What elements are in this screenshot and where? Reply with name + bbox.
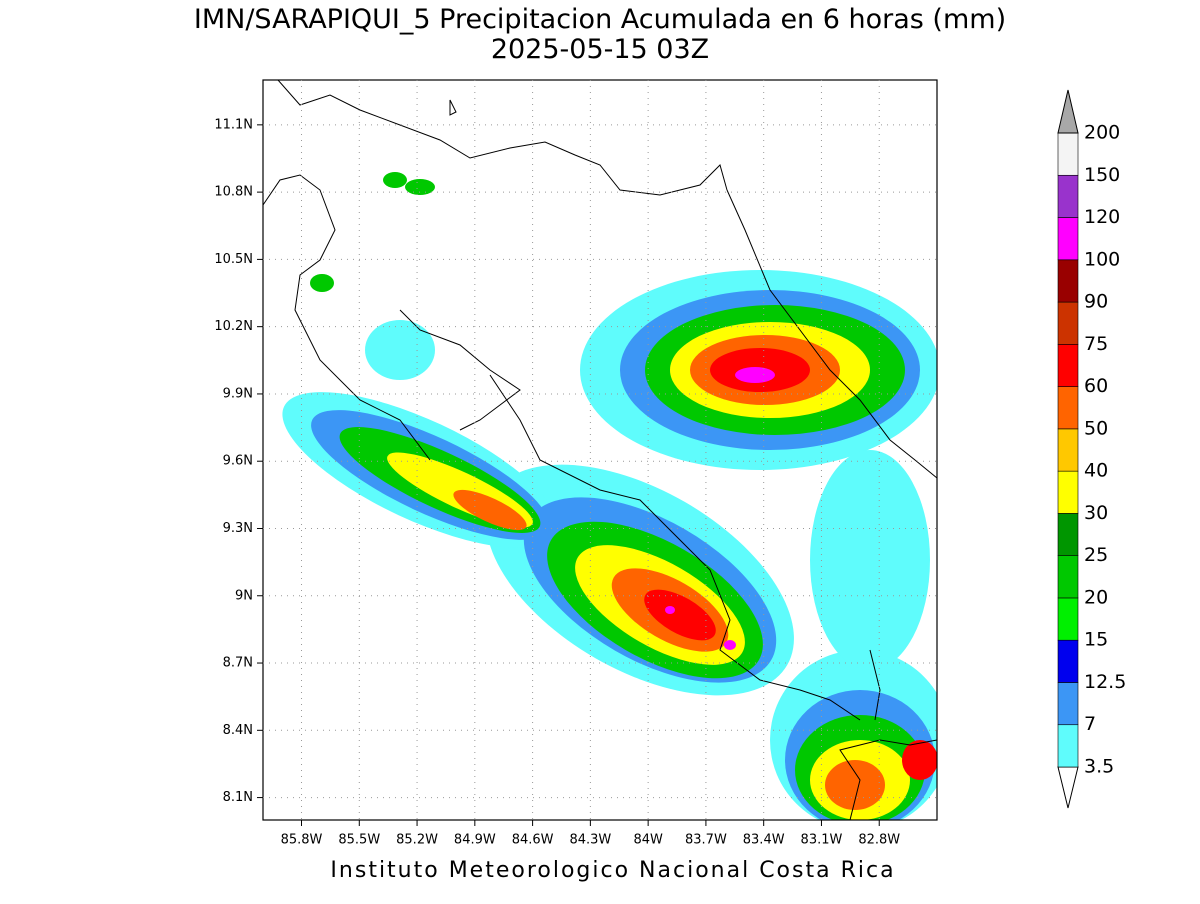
colorbar-label: 60 [1084, 375, 1108, 397]
colorbar-segment [1057, 386, 1079, 430]
colorbar-label: 15 [1084, 629, 1108, 651]
y-tick-label: 8.4N [223, 723, 253, 738]
x-tick-label: 84.3W [569, 833, 611, 848]
precipitation-field [263, 80, 937, 820]
colorbar-label: 90 [1084, 291, 1108, 313]
y-tick-label: 9N [235, 588, 253, 603]
colorbar-segment [1057, 259, 1079, 303]
colorbar-label: 100 [1084, 248, 1120, 270]
x-tick-label: 84W [633, 833, 663, 848]
y-tick-label: 8.7N [223, 656, 253, 671]
colorbar-segment [1057, 597, 1079, 641]
x-tick-label: 83.7W [685, 833, 727, 848]
colorbar-label: 30 [1084, 502, 1108, 524]
colorbar-label: 7 [1084, 713, 1096, 735]
colorbar-label: 20 [1084, 586, 1108, 608]
x-tick-label: 85.8W [281, 833, 323, 848]
x-tick-label: 83.1W [801, 833, 843, 848]
y-tick-label: 9.6N [223, 454, 253, 469]
map-footer: Instituto Meteorologico Nacional Costa R… [330, 858, 895, 883]
colorbar-label: 3.5 [1084, 756, 1114, 778]
x-tick-label: 84.6W [512, 833, 554, 848]
x-tick-label: 83.4W [743, 833, 785, 848]
colorbar-segment [1057, 555, 1079, 599]
x-tick-label: 82.8W [858, 833, 900, 848]
colorbar-segment [1057, 217, 1079, 261]
colorbar-segment [1057, 344, 1079, 387]
colorbar-label: 200 [1084, 122, 1120, 144]
colorbar-segment [1057, 682, 1079, 726]
colorbar-extend-high [1057, 89, 1079, 134]
colorbar-label: 50 [1084, 417, 1108, 439]
colorbar-segment [1057, 301, 1079, 345]
precip-red [644, 348, 937, 780]
colorbar-segment [1057, 132, 1079, 176]
colorbar-segment [1057, 513, 1079, 556]
colorbar-label: 150 [1084, 164, 1120, 186]
coastline [263, 80, 937, 820]
colorbar-segment [1057, 470, 1079, 514]
colorbar-extend-low [1057, 766, 1079, 809]
colorbar-label: 25 [1084, 544, 1108, 566]
x-tick-label: 85.5W [338, 833, 380, 848]
colorbar-segment [1057, 174, 1079, 218]
y-tick-label: 10.5N [214, 252, 253, 267]
map-frame [262, 79, 938, 821]
colorbar-label: 12.5 [1084, 671, 1126, 693]
y-tick-label: 11.1N [214, 117, 253, 132]
y-tick-label: 9.9N [223, 386, 253, 401]
x-tick-label: 85.2W [396, 833, 438, 848]
y-tick-label: 9.3N [223, 521, 253, 536]
colorbar-label: 40 [1084, 460, 1108, 482]
y-tick-label: 8.1N [223, 790, 253, 805]
map-title: IMN/SARAPIQUI_5 Precipitacion Acumulada … [194, 4, 1006, 35]
y-tick-label: 10.8N [214, 185, 253, 200]
colorbar-label: 120 [1084, 206, 1120, 228]
colorbar-segment [1057, 639, 1079, 683]
x-tick-label: 84.9W [454, 833, 496, 848]
colorbar-label: 75 [1084, 333, 1108, 355]
precip-max [665, 367, 775, 650]
colorbar-segment [1057, 428, 1079, 472]
map-subtitle: 2025-05-15 03Z [491, 34, 709, 65]
y-tick-label: 10.2N [214, 319, 253, 334]
colorbar-segment [1057, 724, 1079, 768]
